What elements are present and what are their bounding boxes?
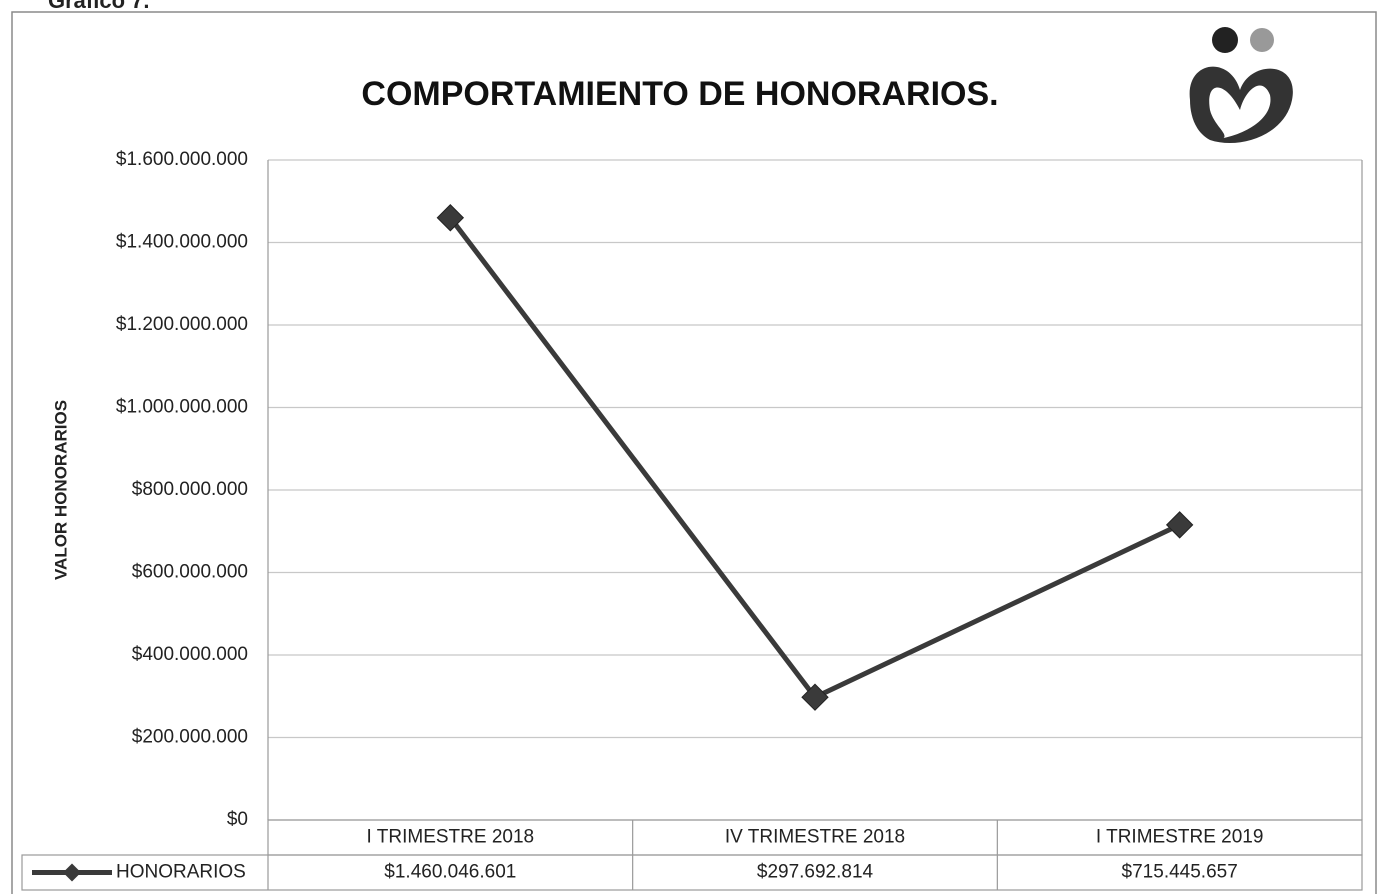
data-label: $297.692.814 [757,862,874,883]
y-tick-label: $200.000.000 [132,727,248,748]
y-tick-label: $1.400.000.000 [116,232,248,253]
chart-border [11,11,1377,894]
line [448,216,1181,701]
y-tick-label: $600.000.000 [132,562,248,583]
y-tick-label: $1.200.000.000 [116,314,248,335]
y-tick-label: $1.600.000.000 [116,149,248,170]
marker [801,683,829,711]
x-tick-label: IV TRIMESTRE 2018 [725,827,905,848]
y-tick-label: $1.000.000.000 [116,397,248,418]
caption: Gráfico 7. [48,0,149,13]
data-label: $715.445.657 [1122,862,1238,883]
marker [1165,511,1194,539]
y-tick-label: $400.000.000 [132,644,248,665]
table-data-row [21,854,1363,891]
legend-marker [63,863,81,882]
y-axis-label: VALOR HONORARIOS [51,400,70,580]
logo [1189,27,1293,144]
y-tick-label: $800.000.000 [132,479,248,500]
chart-title: COMPORTAMIENTO DE HONORARIOS. [361,75,998,113]
y-tick-label: $0 [227,809,248,830]
legend-label: HONORARIOS [116,862,246,883]
data-label: $1.460.046.601 [384,862,516,883]
marker [436,204,465,232]
x-tick-label: I TRIMESTRE 2019 [1096,827,1264,848]
x-tick-label: I TRIMESTRE 2018 [367,827,535,848]
